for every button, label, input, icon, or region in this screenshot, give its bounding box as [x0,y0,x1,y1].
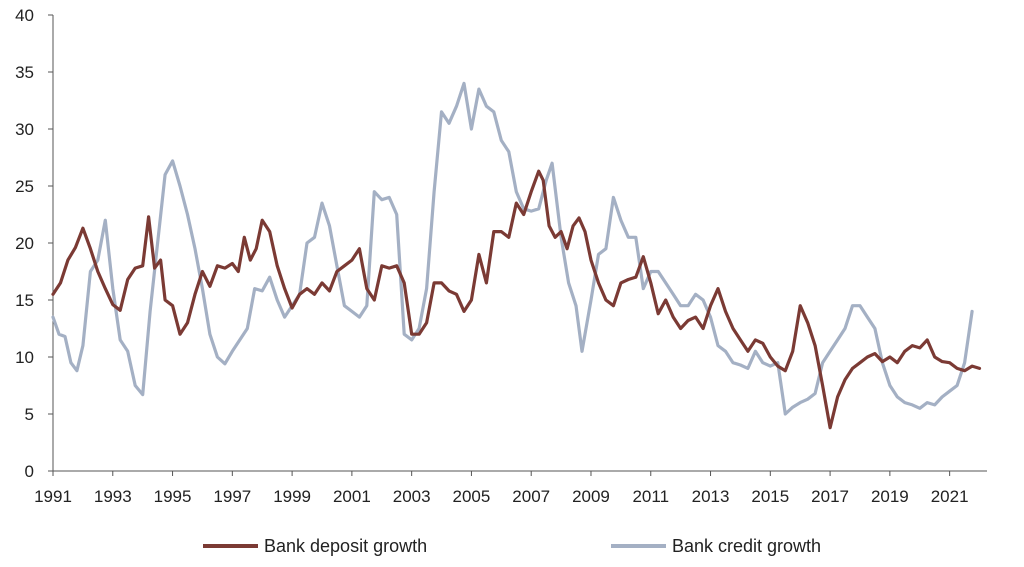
x-tick-label: 1999 [273,487,311,506]
x-tick-label: 1997 [213,487,251,506]
x-tick-label: 2013 [692,487,730,506]
series-line-bank-deposit-growth [51,169,982,430]
x-tick-label: 2017 [811,487,849,506]
y-axis: 0 5 10 15 20 25 30 35 40 [15,6,54,481]
y-tick-label: 25 [15,177,34,196]
x-tick-label: 1995 [154,487,192,506]
legend: Bank deposit growth Bank credit growth [203,536,821,556]
x-tick-label: 2015 [751,487,789,506]
y-tick-label: 30 [15,120,34,139]
x-tick-label: 2001 [333,487,371,506]
y-tick-label: 20 [15,234,34,253]
y-tick-label: 40 [15,6,34,25]
x-tick-label: 2003 [393,487,431,506]
x-tick-label: 2009 [572,487,610,506]
legend-item-bank-deposit-growth: Bank deposit growth [203,536,427,556]
x-tick-label: 1991 [34,487,72,506]
x-axis: 1991 1993 1995 1997 1999 2001 2003 2005 2007 2009… [34,470,987,506]
x-tick-label: 2019 [871,487,909,506]
y-tick-label: 35 [15,63,34,82]
x-tick-label: 2005 [453,487,491,506]
legend-label: Bank deposit growth [264,536,427,556]
y-tick-label: 10 [15,348,34,367]
x-tick-label: 2007 [512,487,550,506]
x-tick-label: 1993 [94,487,132,506]
legend-label: Bank credit growth [672,536,821,556]
y-tick-label: 0 [25,462,34,481]
y-tick-label: 15 [15,291,34,310]
legend-item-bank-credit-growth: Bank credit growth [611,536,821,556]
series-line-bank-credit-growth [51,81,974,416]
x-tick-label: 2011 [632,487,669,506]
series-layer [51,81,982,430]
y-tick-label: 5 [25,405,34,424]
x-tick-label: 2021 [931,487,969,506]
